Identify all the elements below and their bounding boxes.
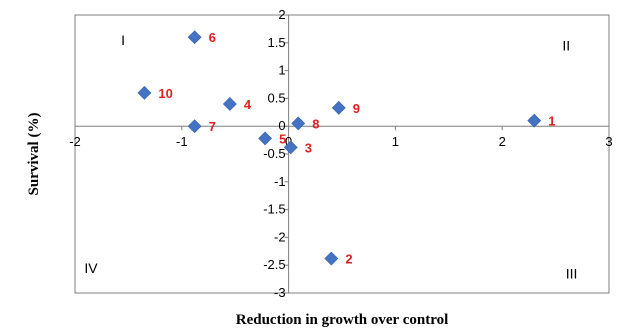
data-point-marker <box>527 113 542 128</box>
data-point-label: 1 <box>548 114 555 129</box>
data-point-marker <box>291 116 306 131</box>
y-tick-label: 2 <box>278 7 285 22</box>
y-tick-labels: 2 1.5 1 0.5 0 -0.5 -1 -1.5 -2 -2.5 -3 <box>263 7 285 300</box>
y-axis-title: Survival (%) <box>26 113 42 196</box>
y-tick-label: -1.5 <box>263 202 285 217</box>
data-point-label: 3 <box>305 140 312 155</box>
x-tick-label: 1 <box>392 134 399 149</box>
data-point-marker <box>187 30 202 45</box>
quadrant-label: II <box>562 38 570 54</box>
data-point-marker <box>283 140 298 155</box>
x-tick-label: 2 <box>499 134 506 149</box>
y-tick-label: 1.5 <box>268 35 286 50</box>
x-axis-title: Reduction in growth over control <box>236 312 449 328</box>
data-point-marker <box>324 251 339 266</box>
data-point-marker <box>187 119 202 134</box>
quadrant-label: III <box>566 266 578 282</box>
y-tick-label: -2 <box>274 229 286 244</box>
data-point-label: 4 <box>244 97 252 112</box>
quadrant-label: IV <box>84 260 98 276</box>
data-point-label: 8 <box>312 116 319 131</box>
x-tick-label: -1 <box>176 134 188 149</box>
y-tick-label: 1 <box>278 63 285 78</box>
data-point-label: 10 <box>158 86 172 101</box>
data-points <box>137 30 542 266</box>
data-point-marker <box>137 85 152 100</box>
data-point-label: 7 <box>209 119 216 134</box>
y-tick-label: 0 <box>278 118 285 133</box>
y-tick-label: -2.5 <box>263 257 285 272</box>
x-tick-label: 3 <box>605 134 612 149</box>
x-tick-label: -2 <box>69 134 81 149</box>
data-point-marker <box>331 100 346 115</box>
x-tick-labels: -2 -1 0 1 2 3 <box>69 134 612 149</box>
data-point-marker <box>258 131 273 146</box>
axes <box>74 14 610 294</box>
data-point-marker <box>222 97 237 111</box>
data-point-label: 6 <box>209 30 216 45</box>
data-point-label: 5 <box>279 131 286 146</box>
data-point-label: 9 <box>353 101 360 116</box>
x-tick-label: 0 <box>285 134 292 149</box>
data-point-label: 2 <box>345 252 352 267</box>
y-tick-label: -1 <box>274 174 286 189</box>
y-tick-label: 0.5 <box>268 90 286 105</box>
y-tick-label: -0.5 <box>263 146 285 161</box>
y-tick-label: -3 <box>274 285 286 300</box>
quadrant-label: I <box>121 32 125 48</box>
plot-frame <box>74 14 610 294</box>
